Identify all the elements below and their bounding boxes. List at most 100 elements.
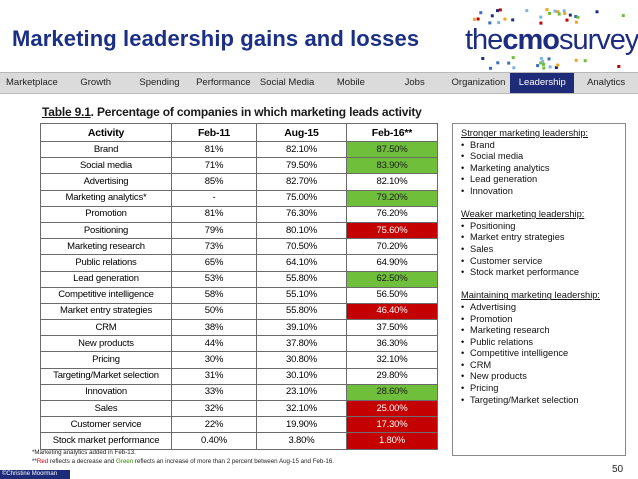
cell-activity: Marketing analytics* [40,189,172,207]
list-item: Sales [461,244,625,256]
cell-activity: Sales [40,399,172,418]
table-row: Promotion 81% 76.30% 76.20% [40,205,438,223]
table-row: Stock market performance 0.40% 3.80% 1.80% [40,432,438,450]
logo-wordmark: thecmosurvey [465,24,638,56]
table-row: Targeting/Market selection 31% 30.10% 29.80… [40,367,438,385]
cell-activity: Lead generation [40,270,172,288]
table-row: Advertising 85% 82.70% 82.10% [40,173,438,191]
table-row: CRM 38% 39.10% 37.50% [40,319,438,337]
legend-red: Red [36,457,49,465]
cell-feb16: 17.30% [346,416,438,434]
list-item: Lead generation [461,174,625,186]
cell-feb11: 85% [171,173,257,191]
cell-feb16: 36.30% [346,335,438,353]
cell-aug15: 80.10% [256,221,347,240]
cell-feb11: 0.40% [171,432,257,450]
list-item: Customer service [461,256,625,268]
cell-feb16: 76.20% [346,205,438,223]
cell-feb11: 33% [171,383,257,402]
heading-weaker: Weaker marketing leadership: [461,209,585,220]
cell-feb16: 28.60% [346,383,438,402]
cell-aug15: 3.80% [256,432,347,450]
cell-feb16: 29.80% [346,367,438,385]
legend-green: Green [115,457,134,465]
cell-feb11: 44% [171,335,257,353]
group-stronger: Stronger marketing leadership: Brand Soc… [461,128,625,198]
table-header-row: Activity Feb-11 Aug-15 Feb-16** [40,123,438,142]
cell-feb16: 56.50% [346,286,438,304]
tab-growth[interactable]: Growth [80,77,111,88]
tab-organization[interactable]: Organization [451,77,506,88]
cell-feb16: 37.50% [346,319,438,337]
tab-social-media[interactable]: Social Media [259,77,315,88]
table-row: Sales 32% 32.10% 25.00% [40,399,438,418]
tab-leadership[interactable]: Leadership [510,73,575,93]
list-item: CRM [461,360,625,372]
tab-marketplace[interactable]: Marketplace [6,77,58,88]
cell-feb11: 79% [171,221,257,240]
cell-activity: CRM [40,319,172,337]
header-activity: Activity [40,123,172,142]
cell-activity: Public relations [40,254,172,272]
list-item: Social media [461,151,625,163]
cell-feb11: 50% [171,302,257,321]
cell-feb11: 58% [171,286,257,304]
cell-aug15: 39.10% [256,319,347,337]
cell-feb11: 81% [171,140,257,159]
footnote-color-legend: **Red reflects a decrease and Green refl… [32,457,335,465]
cell-aug15: 55.10% [256,286,347,304]
tab-performance[interactable]: Performance [196,77,251,88]
cell-feb16: 79.20% [346,189,438,207]
tab-jobs[interactable]: Jobs [404,77,425,88]
list-item: Positioning [461,221,625,233]
tab-spending[interactable]: Spending [139,77,180,88]
list-item: Public relations [461,337,625,349]
slide-title: Marketing leadership gains and losses [12,26,420,51]
cell-feb11: 30% [171,351,257,369]
list-item: Brand [461,140,625,152]
cell-aug15: 55.80% [256,302,347,321]
heading-stronger: Stronger marketing leadership: [461,128,589,138]
header-feb11: Feb-11 [171,123,257,142]
cell-aug15: 76.30% [256,205,347,223]
list-item: Market entry strategies [461,232,625,244]
cell-feb11: 71% [171,157,257,175]
cell-aug15: 64.10% [256,254,347,272]
list-item: Targeting/Market selection [461,395,625,407]
cell-aug15: 30.80% [256,351,347,369]
cell-feb16: 46.40% [346,302,438,321]
cell-feb16: 87.50% [346,140,438,159]
cell-activity: Advertising [40,173,172,191]
table-caption-text: . Percentage of companies in which marke… [90,105,422,119]
header-aug15: Aug-15 [256,123,347,142]
list-item: New products [461,371,625,383]
cell-activity: Competitive intelligence [40,286,172,304]
cell-feb11: 53% [171,270,257,288]
cell-feb16: 83.90% [346,157,438,175]
table-row: Brand 81% 82.10% 87.50% [40,140,438,159]
cell-aug15: 30.10% [256,367,347,385]
tab-analytics[interactable]: Analytics [587,77,626,88]
footnotes: *Marketing analytics added in Feb-13. **… [32,449,334,466]
cmo-survey-logo: thecmosurvey [465,6,638,70]
cell-aug15: 75.00% [256,189,347,207]
table-row: Public relations 65% 64.10% 64.90% [40,254,438,272]
cell-aug15: 82.10% [256,140,347,159]
tab-mobile[interactable]: Mobile [336,77,365,88]
cell-activity: Innovation [40,383,172,402]
cell-activity: Social media [40,157,172,175]
cell-activity: Promotion [40,205,172,223]
cell-aug15: 79.50% [256,157,347,175]
cell-feb11: 22% [171,416,257,434]
table-row: Customer service 22% 19.90% 17.30% [40,416,438,434]
table-row: Positioning 79% 80.10% 75.60% [40,221,438,240]
cell-feb16: 1.80% [346,432,438,450]
list-item: Advertising [461,302,625,314]
cell-feb11: 73% [171,238,257,256]
cell-aug15: 55.80% [256,270,347,288]
cell-feb11: 31% [171,367,257,385]
activity-table: Activity Feb-11 Aug-15 Feb-16** Brand 81%… [40,123,438,450]
cell-feb11: 81% [171,205,257,223]
cell-aug15: 82.70% [256,173,347,191]
group-weaker: Weaker marketing leadership: Positioning… [461,209,625,279]
